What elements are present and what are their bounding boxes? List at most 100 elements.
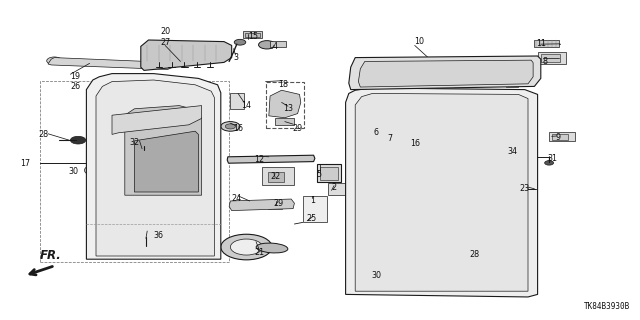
Text: 16: 16 — [233, 124, 243, 133]
Circle shape — [84, 164, 108, 176]
Bar — [262, 167, 294, 185]
Polygon shape — [141, 40, 232, 70]
Circle shape — [383, 274, 398, 282]
Circle shape — [406, 140, 415, 145]
Circle shape — [70, 136, 86, 144]
Text: TK84B3930B: TK84B3930B — [584, 302, 630, 311]
Text: 28: 28 — [470, 250, 480, 259]
Bar — [538, 52, 566, 64]
Text: 9: 9 — [556, 133, 561, 142]
Ellipse shape — [256, 243, 288, 253]
Circle shape — [513, 156, 524, 161]
Text: 32: 32 — [129, 138, 140, 147]
Text: 8: 8 — [543, 57, 548, 66]
Text: 30: 30 — [68, 167, 79, 176]
Circle shape — [360, 129, 379, 139]
Circle shape — [221, 234, 272, 260]
Text: 10: 10 — [414, 37, 424, 46]
Circle shape — [452, 250, 467, 257]
Bar — [328, 183, 349, 195]
Polygon shape — [229, 199, 294, 211]
Bar — [438, 69, 464, 77]
Text: 20
27: 20 27 — [160, 27, 170, 46]
Ellipse shape — [398, 189, 475, 240]
Text: 29: 29 — [292, 124, 303, 132]
Polygon shape — [112, 106, 202, 134]
Text: 28: 28 — [38, 130, 49, 139]
Polygon shape — [227, 155, 315, 163]
Bar — [454, 84, 467, 87]
Text: 6: 6 — [373, 128, 378, 137]
Circle shape — [225, 124, 236, 129]
Circle shape — [138, 149, 150, 155]
Text: 19
26: 19 26 — [70, 72, 81, 91]
Circle shape — [259, 41, 275, 49]
Polygon shape — [269, 90, 301, 118]
Polygon shape — [384, 146, 499, 166]
Polygon shape — [358, 60, 533, 87]
Polygon shape — [48, 58, 176, 69]
Text: 13: 13 — [283, 104, 293, 113]
Circle shape — [545, 161, 554, 165]
Text: 16: 16 — [410, 139, 420, 148]
Circle shape — [221, 122, 240, 131]
Bar — [534, 40, 559, 47]
Bar — [365, 99, 371, 125]
Bar — [552, 134, 568, 140]
Text: 15: 15 — [248, 32, 258, 41]
Text: 12: 12 — [254, 155, 264, 164]
Bar — [358, 99, 365, 125]
Text: 7: 7 — [388, 134, 393, 143]
Circle shape — [234, 39, 246, 45]
Text: 14: 14 — [241, 101, 252, 110]
Text: 24: 24 — [232, 194, 242, 203]
Polygon shape — [346, 88, 538, 297]
Bar — [549, 132, 575, 141]
Bar — [270, 41, 286, 47]
Text: 5: 5 — [316, 170, 321, 179]
Bar — [403, 84, 416, 87]
Text: 25: 25 — [307, 214, 317, 223]
Bar — [320, 167, 338, 180]
Text: 17: 17 — [20, 159, 31, 168]
Text: 1: 1 — [310, 196, 315, 204]
Text: 31: 31 — [547, 154, 557, 163]
Polygon shape — [96, 80, 214, 256]
Bar — [268, 172, 284, 182]
Circle shape — [379, 134, 394, 141]
Text: 11: 11 — [536, 39, 546, 48]
Text: 36: 36 — [154, 231, 164, 240]
Text: 30: 30 — [371, 271, 381, 280]
Circle shape — [401, 138, 420, 147]
Bar — [303, 196, 327, 222]
Circle shape — [90, 167, 102, 173]
Text: 4: 4 — [273, 42, 278, 51]
Text: 34: 34 — [507, 147, 517, 156]
Circle shape — [47, 57, 62, 65]
Polygon shape — [349, 56, 541, 90]
Text: 29: 29 — [273, 199, 284, 208]
Bar — [112, 106, 154, 118]
Bar — [245, 33, 260, 37]
Bar — [506, 84, 518, 87]
Text: 3: 3 — [233, 53, 238, 62]
Circle shape — [140, 245, 152, 252]
Circle shape — [365, 132, 374, 136]
Polygon shape — [125, 106, 202, 195]
Bar — [40, 81, 229, 262]
Text: FR.: FR. — [40, 249, 61, 262]
Text: 21: 21 — [254, 248, 264, 257]
Polygon shape — [355, 93, 528, 291]
Bar — [371, 84, 384, 87]
Text: 18: 18 — [278, 80, 288, 89]
Bar — [266, 82, 304, 128]
Bar — [275, 118, 294, 125]
Text: 2: 2 — [332, 183, 337, 192]
Text: 22: 22 — [270, 172, 280, 180]
Bar — [317, 164, 341, 182]
Polygon shape — [134, 131, 198, 192]
Bar — [243, 31, 262, 38]
Circle shape — [230, 239, 262, 255]
Polygon shape — [86, 74, 221, 259]
Text: 23: 23 — [520, 184, 530, 193]
